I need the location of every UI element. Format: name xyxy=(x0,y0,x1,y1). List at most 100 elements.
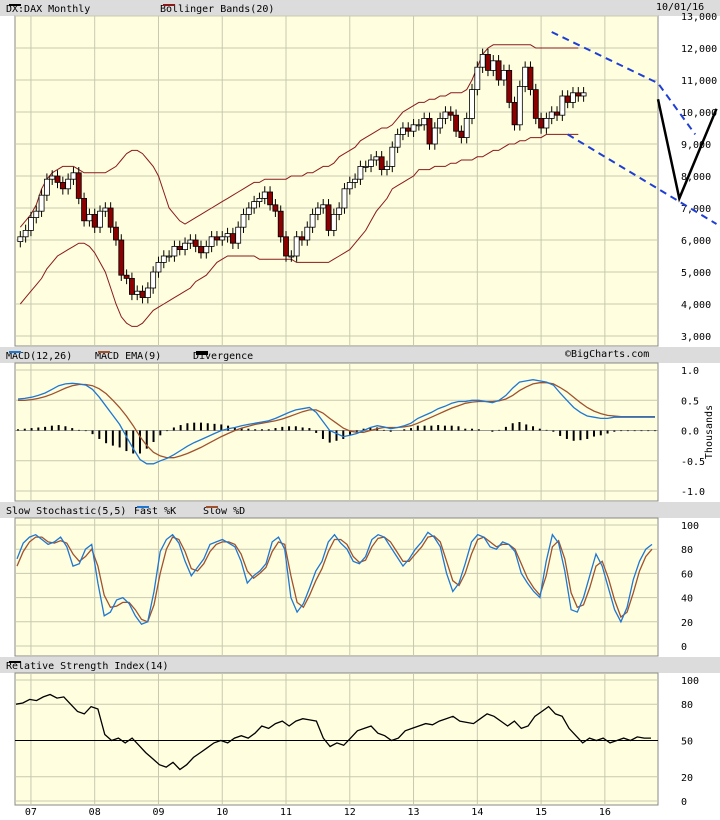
rsi-header: Relative Strength Index(14) xyxy=(0,657,720,673)
candle-body xyxy=(208,236,215,247)
candle-body xyxy=(330,213,337,231)
channel-upper-line xyxy=(551,31,697,135)
candle-body xyxy=(421,118,428,126)
candle-body xyxy=(139,290,146,299)
candle-body xyxy=(516,86,523,126)
candle-body xyxy=(81,197,87,222)
candle-body xyxy=(304,226,311,241)
price-y-tick-label: 5,000 xyxy=(681,268,711,279)
candle-body xyxy=(346,181,353,190)
candle-body xyxy=(511,102,518,126)
candle-body xyxy=(283,236,289,257)
price-y-tick-label: 13,000 xyxy=(681,12,717,23)
candle-body xyxy=(17,236,24,243)
candle-body xyxy=(49,175,56,180)
candle-body xyxy=(469,89,475,119)
slow-d-line xyxy=(16,535,653,623)
macd-title: MACD(12,26) xyxy=(6,351,73,362)
candle-body xyxy=(176,245,183,250)
candle-body xyxy=(86,213,93,222)
divergence-label: Divergence xyxy=(193,351,254,362)
candle-body xyxy=(378,156,385,171)
macd-legend-swatch xyxy=(9,351,21,353)
candle-body xyxy=(506,70,513,103)
candle-body xyxy=(437,118,444,129)
rsi-title: Relative Strength Index(14) xyxy=(6,661,169,672)
price-y-tick-label: 10,000 xyxy=(681,108,717,119)
candle-body xyxy=(532,89,539,119)
candle-body xyxy=(580,92,587,97)
candle-body xyxy=(245,207,252,215)
stoch-header: Slow Stochastic(5,5) Fast %K Slow %D xyxy=(0,502,720,518)
macd-line xyxy=(17,379,655,465)
rsi-y-tick-label: 20 xyxy=(681,773,693,784)
candle-body xyxy=(277,210,284,238)
candle-body xyxy=(293,236,300,257)
fast-k-swatch xyxy=(137,506,149,508)
candle-body xyxy=(564,95,571,103)
candle-body xyxy=(22,229,29,238)
price-legend-swatch xyxy=(9,4,21,6)
stoch-y-tick-label: 100 xyxy=(681,521,699,532)
bollinger-legend-swatch xyxy=(163,4,175,6)
candle-body xyxy=(70,172,77,180)
stoch-y-tick-label: 0 xyxy=(681,642,687,653)
candle-body xyxy=(559,95,566,116)
bollinger-upper-line xyxy=(19,44,579,228)
candle-body xyxy=(256,197,263,202)
candle-body xyxy=(166,255,173,258)
candle-body xyxy=(113,226,119,241)
candle-body xyxy=(28,217,34,231)
price-panel-bg xyxy=(14,15,659,347)
candle-body xyxy=(554,111,560,116)
candle-body xyxy=(171,245,178,257)
price-y-tick-label: 3,000 xyxy=(681,332,711,343)
candle-body xyxy=(75,172,82,199)
candle-body xyxy=(33,210,40,218)
candle-body xyxy=(54,175,61,183)
candle-body xyxy=(490,60,497,71)
macd-units-label: Thousands xyxy=(704,405,715,459)
candle-body xyxy=(123,274,130,279)
macd-ema-swatch xyxy=(98,351,110,353)
candle-body xyxy=(288,255,295,258)
bollinger-label: Bollinger Bands(20) xyxy=(160,4,275,15)
candle-body xyxy=(479,54,486,68)
x-tick-label: 08 xyxy=(89,807,101,818)
stoch-y-tick-label: 80 xyxy=(681,545,693,556)
candle-body xyxy=(91,213,98,228)
candle-body xyxy=(38,194,45,212)
macd-y-tick-label: 0.0 xyxy=(681,427,699,438)
divergence-swatch xyxy=(196,351,208,355)
rsi-panel-bg xyxy=(14,672,659,806)
candle-body xyxy=(107,207,114,228)
price-y-tick-label: 9,000 xyxy=(681,140,711,151)
rsi-legend-swatch xyxy=(9,661,21,663)
candle-body xyxy=(362,165,369,168)
price-title: DX:DAX Monthly xyxy=(6,4,91,15)
stoch-panel-bg xyxy=(14,517,659,657)
candle-body xyxy=(150,271,157,289)
candle-body xyxy=(431,127,438,145)
candle-body xyxy=(447,111,454,116)
candle-body xyxy=(373,156,380,161)
candle-body xyxy=(458,130,465,138)
candle-body xyxy=(320,204,327,209)
candle-body xyxy=(299,236,305,241)
candle-body xyxy=(43,178,50,196)
candle-body xyxy=(368,159,374,167)
candle-body xyxy=(251,201,258,209)
x-tick-label: 07 xyxy=(25,807,37,818)
rsi-line xyxy=(15,693,651,771)
rsi-y-tick-label: 80 xyxy=(681,700,693,711)
macd-ema-label: MACD EMA(9) xyxy=(95,351,162,362)
projection-line xyxy=(656,98,718,203)
candle-body xyxy=(97,210,103,228)
candle-body xyxy=(527,66,534,90)
x-tick-label: 11 xyxy=(280,807,292,818)
candle-body xyxy=(442,111,449,119)
candle-body xyxy=(59,181,66,190)
candle-body xyxy=(272,204,279,212)
candle-body xyxy=(570,92,576,103)
